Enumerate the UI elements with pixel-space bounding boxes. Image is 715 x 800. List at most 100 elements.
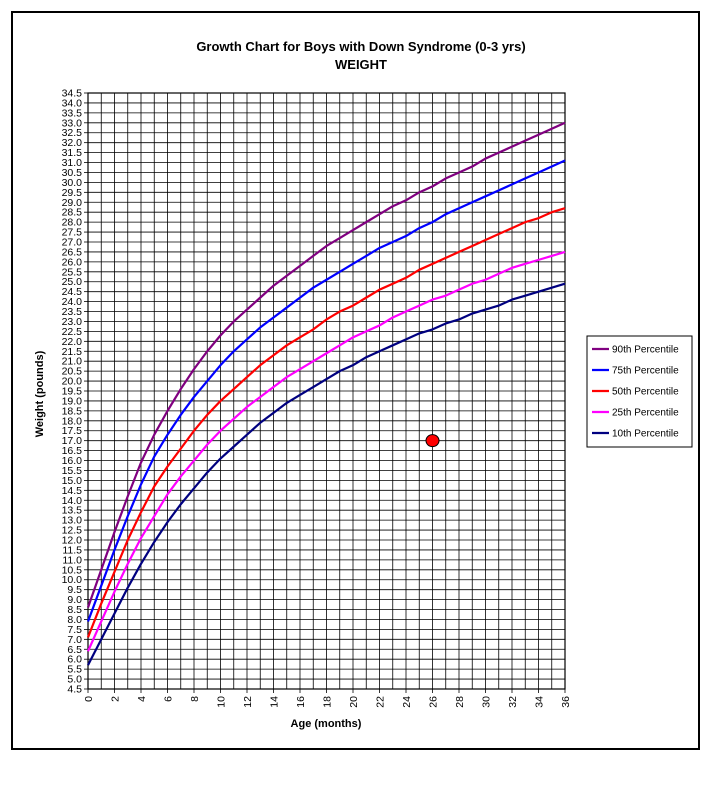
x-tick-label: 32 bbox=[507, 696, 519, 708]
y-tick-label: 13.0 bbox=[62, 515, 83, 527]
legend-label: 10th Percentile bbox=[612, 429, 679, 440]
legend-label: 90th Percentile bbox=[612, 345, 679, 356]
x-tick-label: 2 bbox=[110, 696, 122, 702]
growth-chart: Growth Chart for Boys with Down Syndrome… bbox=[34, 39, 693, 730]
x-tick-label: 36 bbox=[560, 696, 572, 708]
y-tick-label: 25.5 bbox=[62, 266, 83, 278]
x-tick-label: 34 bbox=[534, 696, 546, 708]
y-tick-label: 12.0 bbox=[62, 535, 83, 547]
y-tick-label: 20.0 bbox=[62, 376, 83, 388]
chart-frame: Growth Chart for Boys with Down Syndrome… bbox=[11, 11, 700, 750]
y-tick-label: 33.0 bbox=[62, 117, 83, 129]
y-tick-label: 29.5 bbox=[62, 187, 83, 199]
y-tick-label: 24.0 bbox=[62, 296, 83, 308]
x-tick-label: 12 bbox=[242, 696, 254, 708]
y-tick-label: 8.5 bbox=[67, 604, 82, 616]
y-tick-label: 9.0 bbox=[67, 594, 82, 606]
y-tick-label: 15.5 bbox=[62, 465, 83, 477]
y-tick-label: 14.0 bbox=[62, 495, 83, 507]
y-tick-label: 30.0 bbox=[62, 177, 83, 189]
y-tick-label: 4.5 bbox=[67, 684, 82, 696]
y-tick-label: 21.5 bbox=[62, 346, 83, 358]
y-tick-label: 23.0 bbox=[62, 316, 83, 328]
y-tick-label: 15.0 bbox=[62, 475, 83, 487]
chart-subtitle: WEIGHT bbox=[335, 57, 387, 72]
y-tick-label: 32.0 bbox=[62, 137, 83, 149]
y-tick-label: 11.0 bbox=[62, 554, 82, 566]
y-tick-label: 6.5 bbox=[67, 644, 82, 656]
x-tick-label: 4 bbox=[136, 696, 148, 702]
y-tick-label: 18.5 bbox=[62, 405, 83, 417]
y-tick-label: 27.5 bbox=[62, 227, 83, 239]
y-tick-label: 5.5 bbox=[67, 664, 82, 676]
y-tick-label: 18.0 bbox=[62, 415, 83, 427]
series-line bbox=[86, 159, 566, 622]
y-tick-label: 21.0 bbox=[62, 356, 83, 368]
y-axis-label: Weight (pounds) bbox=[34, 350, 46, 437]
y-tick-label: 22.5 bbox=[62, 326, 83, 338]
data-point-marker bbox=[425, 434, 440, 448]
y-tick-label: 7.0 bbox=[67, 634, 82, 646]
y-tick-label: 10.0 bbox=[62, 574, 83, 586]
x-tick-label: 22 bbox=[375, 696, 387, 708]
y-tick-label: 16.0 bbox=[62, 455, 83, 467]
x-tick-label: 0 bbox=[83, 696, 95, 702]
y-tick-label: 10.5 bbox=[62, 564, 83, 576]
x-tick-label: 20 bbox=[348, 696, 360, 708]
y-tick-label: 12.5 bbox=[62, 525, 83, 537]
y-tick-label: 19.5 bbox=[62, 386, 83, 398]
x-tick-label: 24 bbox=[401, 696, 413, 708]
y-tick-label: 33.5 bbox=[62, 107, 83, 119]
y-tick-label: 27.0 bbox=[62, 237, 83, 249]
series-line bbox=[86, 207, 566, 638]
y-tick-label: 17.5 bbox=[62, 425, 83, 437]
y-tick-label: 28.0 bbox=[62, 217, 83, 229]
y-tick-label: 29.0 bbox=[62, 197, 83, 209]
plot-border bbox=[87, 92, 566, 690]
y-tick-label: 26.0 bbox=[62, 256, 83, 268]
y-tick-label: 14.5 bbox=[62, 485, 83, 497]
y-tick-label: 34.0 bbox=[62, 97, 83, 109]
chart-title: Growth Chart for Boys with Down Syndrome… bbox=[196, 39, 525, 54]
x-tick-label: 8 bbox=[189, 696, 201, 702]
x-tick-label: 14 bbox=[269, 696, 281, 708]
series-line bbox=[86, 121, 566, 608]
y-tick-label: 25.0 bbox=[62, 276, 83, 288]
y-tick-label: 8.0 bbox=[67, 614, 82, 626]
y-tick-label: 28.5 bbox=[62, 207, 83, 219]
x-tick-label: 28 bbox=[454, 696, 466, 708]
legend-label: 75th Percentile bbox=[612, 366, 679, 377]
y-tick-label: 26.5 bbox=[62, 246, 83, 258]
y-tick-label: 30.5 bbox=[62, 167, 83, 179]
y-tick-label: 17.0 bbox=[62, 435, 83, 447]
y-tick-label: 23.5 bbox=[62, 306, 83, 318]
y-tick-label: 19.0 bbox=[62, 395, 83, 407]
x-tick-label: 16 bbox=[295, 696, 307, 708]
y-tick-label: 13.5 bbox=[62, 505, 83, 517]
y-tick-label: 9.5 bbox=[67, 584, 82, 596]
legend-label: 25th Percentile bbox=[612, 408, 679, 419]
y-tick-label: 31.0 bbox=[62, 157, 83, 169]
y-tick-label: 7.5 bbox=[67, 624, 82, 636]
y-tick-label: 16.5 bbox=[62, 445, 83, 457]
y-tick-label: 5.0 bbox=[67, 674, 82, 686]
series-line bbox=[86, 250, 566, 652]
x-tick-label: 6 bbox=[163, 696, 175, 702]
legend: 90th Percentile 75th Percentile 50th Perce… bbox=[586, 335, 693, 448]
y-tick-label: 31.5 bbox=[62, 147, 83, 159]
y-tick-label: 24.5 bbox=[62, 286, 83, 298]
legend-label: 50th Percentile bbox=[612, 387, 679, 398]
series-line bbox=[87, 282, 566, 666]
x-tick-label: 10 bbox=[216, 696, 228, 708]
plot-area: 4.55.05.56.06.57.07.58.08.59.09.510.010.… bbox=[62, 88, 572, 708]
x-tick-label: 18 bbox=[322, 696, 334, 708]
y-tick-label: 22.0 bbox=[62, 336, 83, 348]
y-tick-label: 11.5 bbox=[62, 544, 82, 556]
y-tick-label: 32.5 bbox=[62, 127, 83, 139]
x-tick-label: 30 bbox=[481, 696, 493, 708]
y-tick-label: 20.5 bbox=[62, 366, 83, 378]
y-tick-label: 34.5 bbox=[62, 88, 83, 100]
x-tick-label: 26 bbox=[428, 696, 440, 708]
x-axis-label: Age (months) bbox=[291, 718, 362, 730]
y-tick-label: 6.0 bbox=[67, 654, 82, 666]
